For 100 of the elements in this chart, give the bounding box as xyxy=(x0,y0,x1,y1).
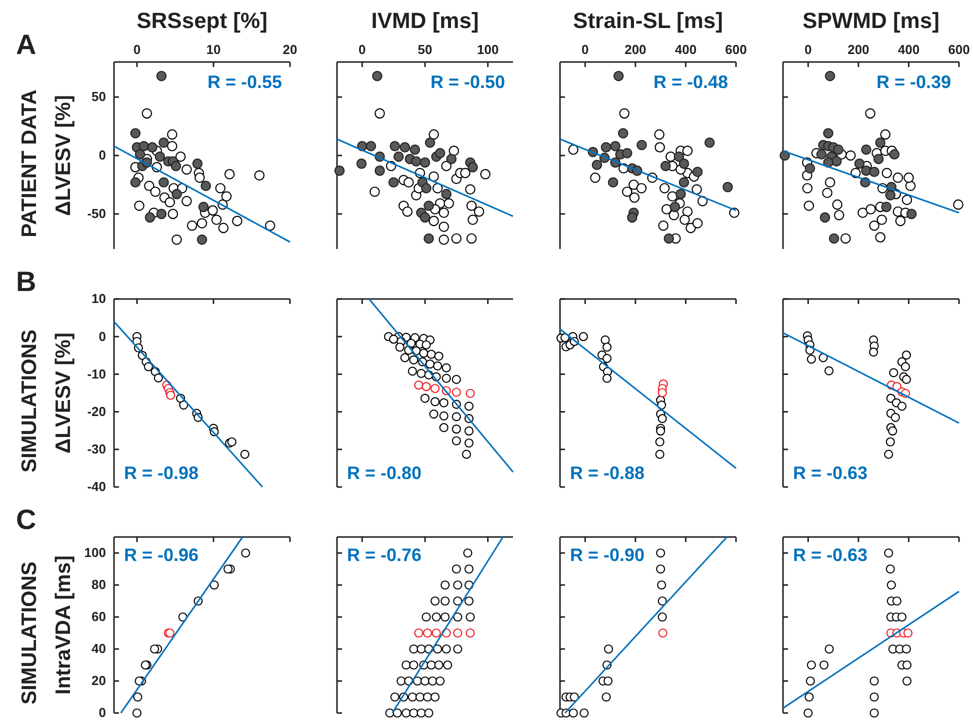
annotation: R = -0.88 xyxy=(570,463,645,483)
annotation: R = -0.76 xyxy=(347,545,422,565)
point xyxy=(211,214,222,225)
point xyxy=(888,426,898,436)
point xyxy=(400,142,410,152)
point xyxy=(422,612,431,622)
point xyxy=(432,183,443,194)
point xyxy=(590,172,600,183)
point xyxy=(416,708,426,718)
point xyxy=(400,353,410,362)
point xyxy=(392,708,402,718)
point xyxy=(881,202,892,212)
point xyxy=(880,129,890,140)
point xyxy=(420,157,430,168)
annotation: R = -0.90 xyxy=(570,545,645,565)
point xyxy=(468,214,478,225)
point xyxy=(334,166,345,176)
point xyxy=(156,208,167,220)
point xyxy=(432,612,441,622)
point xyxy=(906,208,917,220)
x-tick-label: 0 xyxy=(358,42,366,57)
point xyxy=(600,335,610,345)
point xyxy=(390,692,400,702)
point xyxy=(409,644,418,654)
y-tick-label: 60 xyxy=(92,609,106,624)
point xyxy=(608,177,618,188)
point xyxy=(366,141,376,152)
point xyxy=(215,183,226,194)
point xyxy=(895,216,906,226)
point xyxy=(372,70,382,82)
y-tick-label: -30 xyxy=(87,442,106,457)
point xyxy=(854,158,865,169)
point xyxy=(570,692,579,702)
annotation: R = -0.96 xyxy=(124,545,199,565)
point xyxy=(430,596,440,606)
point xyxy=(629,192,640,203)
point xyxy=(144,362,153,372)
point xyxy=(870,676,879,686)
y-axis-title: ΔLVESV [%] xyxy=(52,332,75,454)
point xyxy=(422,692,432,702)
point xyxy=(820,212,830,223)
point xyxy=(806,676,815,686)
point xyxy=(440,612,450,622)
point xyxy=(875,232,886,242)
point xyxy=(241,548,250,558)
point xyxy=(156,70,167,82)
point xyxy=(196,234,208,245)
x-tick-label: 0 xyxy=(804,42,812,57)
x-tick-label: 600 xyxy=(725,42,747,57)
point xyxy=(865,108,876,119)
point xyxy=(902,644,911,654)
point xyxy=(692,184,702,195)
point xyxy=(451,233,462,244)
point xyxy=(452,374,461,384)
point xyxy=(210,580,219,590)
point xyxy=(425,360,435,369)
point xyxy=(429,410,438,419)
point xyxy=(433,361,442,370)
point xyxy=(902,676,912,686)
y-tick-label: 0 xyxy=(98,148,106,163)
point xyxy=(198,202,209,212)
point xyxy=(833,144,844,155)
point xyxy=(374,108,385,119)
point xyxy=(388,177,399,188)
point xyxy=(636,140,647,150)
point xyxy=(452,564,461,574)
point xyxy=(390,141,400,152)
point xyxy=(886,580,896,590)
point xyxy=(905,180,916,192)
point xyxy=(875,138,886,148)
point xyxy=(804,163,816,174)
point xyxy=(428,676,438,686)
point xyxy=(432,628,441,638)
point xyxy=(464,564,474,574)
point xyxy=(164,197,176,208)
annotation: R = -0.98 xyxy=(124,463,199,483)
point xyxy=(442,644,451,654)
point xyxy=(580,708,589,718)
point xyxy=(421,183,432,194)
point xyxy=(453,580,462,590)
point xyxy=(420,394,430,403)
annotation: R = -0.48 xyxy=(653,72,728,92)
point xyxy=(824,366,834,376)
point xyxy=(869,166,880,178)
point xyxy=(424,200,434,211)
point xyxy=(657,580,666,590)
point xyxy=(680,214,690,225)
point xyxy=(656,564,666,574)
point xyxy=(182,196,192,206)
point xyxy=(902,194,912,206)
x-tick-label: 200 xyxy=(624,42,646,57)
point xyxy=(889,368,898,378)
point xyxy=(600,142,612,152)
point xyxy=(463,548,472,558)
point xyxy=(428,216,439,226)
point xyxy=(430,692,440,702)
point xyxy=(568,144,578,155)
point xyxy=(816,149,827,160)
point xyxy=(446,154,457,164)
y-tick-label: -20 xyxy=(87,404,106,419)
